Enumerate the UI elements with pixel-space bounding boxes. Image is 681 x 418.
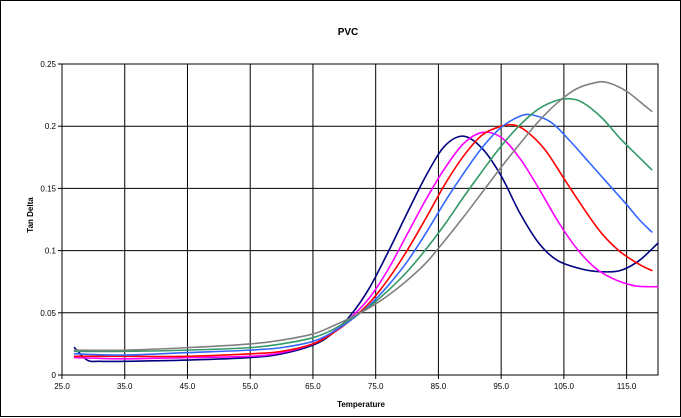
x-tick-label: 115.0: [617, 382, 637, 391]
chart-title: PVC: [338, 27, 359, 38]
series-layer: [73, 80, 659, 363]
y-tick-labels: 0 0.05 0.1 0.15 0.2 0.25: [40, 60, 56, 380]
series-line-5: [73, 97, 653, 353]
y-tick-label: 0: [52, 371, 57, 380]
y-tick-label: 0.05: [40, 309, 56, 318]
x-tick-label: 55.0: [242, 382, 258, 391]
series-line-1: [73, 135, 659, 363]
series-line-2: [73, 131, 659, 360]
y-tick-label: 0.1: [45, 247, 57, 256]
series-line-6: [73, 80, 653, 352]
grid: [58, 63, 658, 379]
x-tick-label: 35.0: [117, 382, 133, 391]
y-tick-label: 0.25: [40, 60, 56, 69]
plot-area: [61, 63, 659, 376]
x-tick-labels: 25.0 35.0 45.0 55.0 65.0 75.0 85.0 95.0 105.0 115…: [54, 382, 637, 391]
x-tick-label: 45.0: [180, 382, 196, 391]
x-tick-label: 65.0: [305, 382, 321, 391]
series-line-4: [73, 113, 653, 356]
y-tick-label: 0.2: [45, 122, 57, 131]
x-tick-label: 95.0: [493, 382, 509, 391]
x-tick-label: 85.0: [431, 382, 447, 391]
x-tick-label: 75.0: [368, 382, 384, 391]
series-line-3: [73, 123, 653, 358]
y-axis-title: Tan Delta: [26, 197, 35, 233]
x-tick-label: 105.0: [554, 382, 575, 391]
x-tick-label: 25.0: [54, 382, 70, 391]
y-tick-label: 0.15: [40, 184, 56, 193]
x-axis-title: Temperature: [337, 400, 385, 409]
